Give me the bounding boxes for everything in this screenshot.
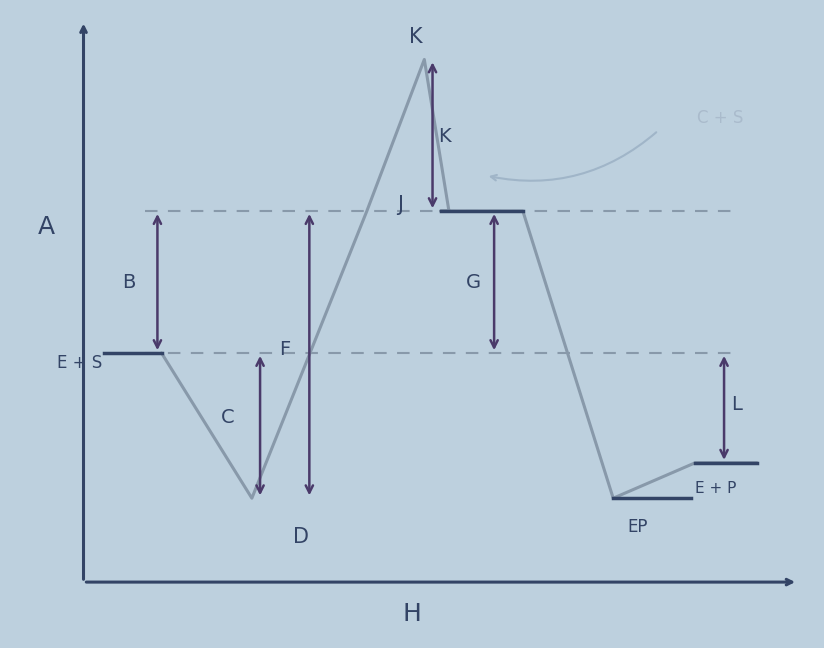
Text: B: B	[122, 273, 135, 292]
Text: J: J	[396, 194, 403, 214]
Text: D: D	[293, 527, 309, 547]
Text: H: H	[403, 603, 421, 627]
Text: F: F	[279, 340, 290, 359]
Text: E + S: E + S	[57, 354, 102, 372]
Text: C: C	[220, 408, 234, 427]
Text: A: A	[38, 215, 55, 239]
Text: EP: EP	[628, 518, 648, 537]
Text: G: G	[466, 273, 481, 292]
Text: K: K	[410, 27, 423, 47]
Text: L: L	[731, 395, 742, 414]
Text: E + P: E + P	[695, 481, 737, 496]
Text: C + S: C + S	[697, 108, 743, 126]
Text: K: K	[438, 128, 452, 146]
